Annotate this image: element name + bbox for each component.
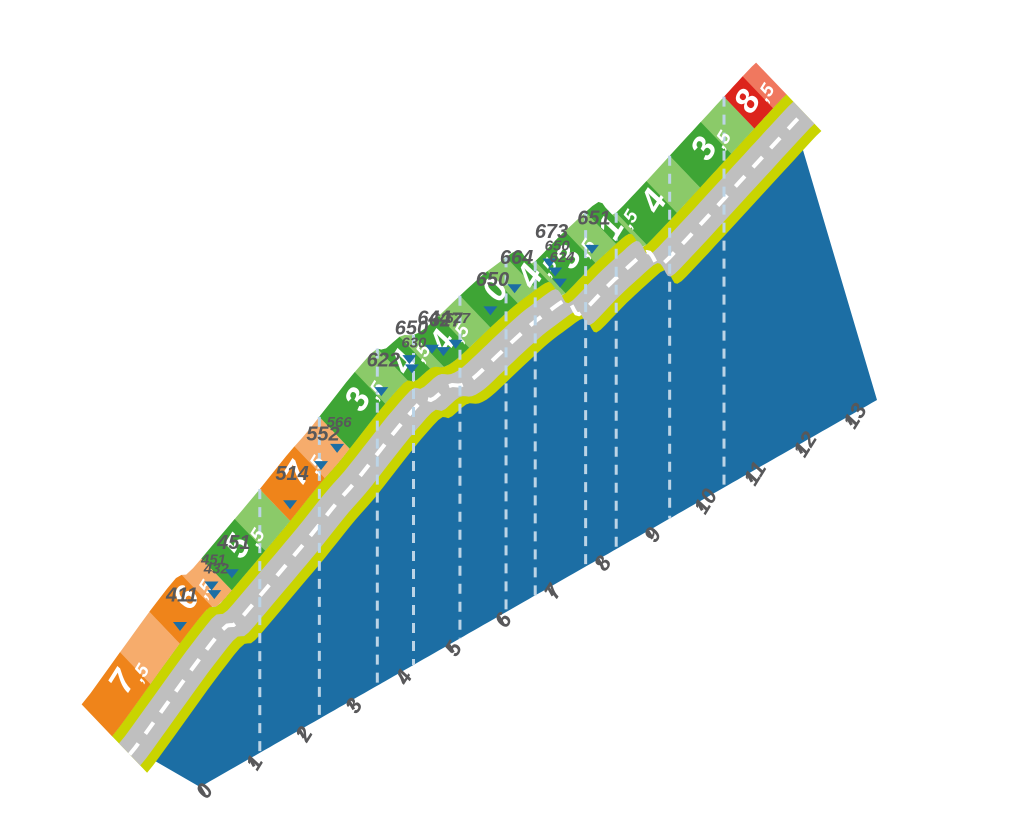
svg-text:627: 627 [445,310,471,327]
svg-text:451: 451 [216,532,250,554]
svg-text:411: 411 [165,585,198,607]
svg-text:630: 630 [401,335,427,352]
svg-text:624: 624 [549,249,575,266]
svg-text:622: 622 [367,350,400,372]
svg-text:432: 432 [203,560,230,577]
svg-text:566: 566 [327,414,353,431]
svg-text:664: 664 [500,247,533,269]
svg-text:650: 650 [476,269,509,291]
svg-text:651: 651 [577,208,610,230]
svg-text:514: 514 [275,463,308,485]
